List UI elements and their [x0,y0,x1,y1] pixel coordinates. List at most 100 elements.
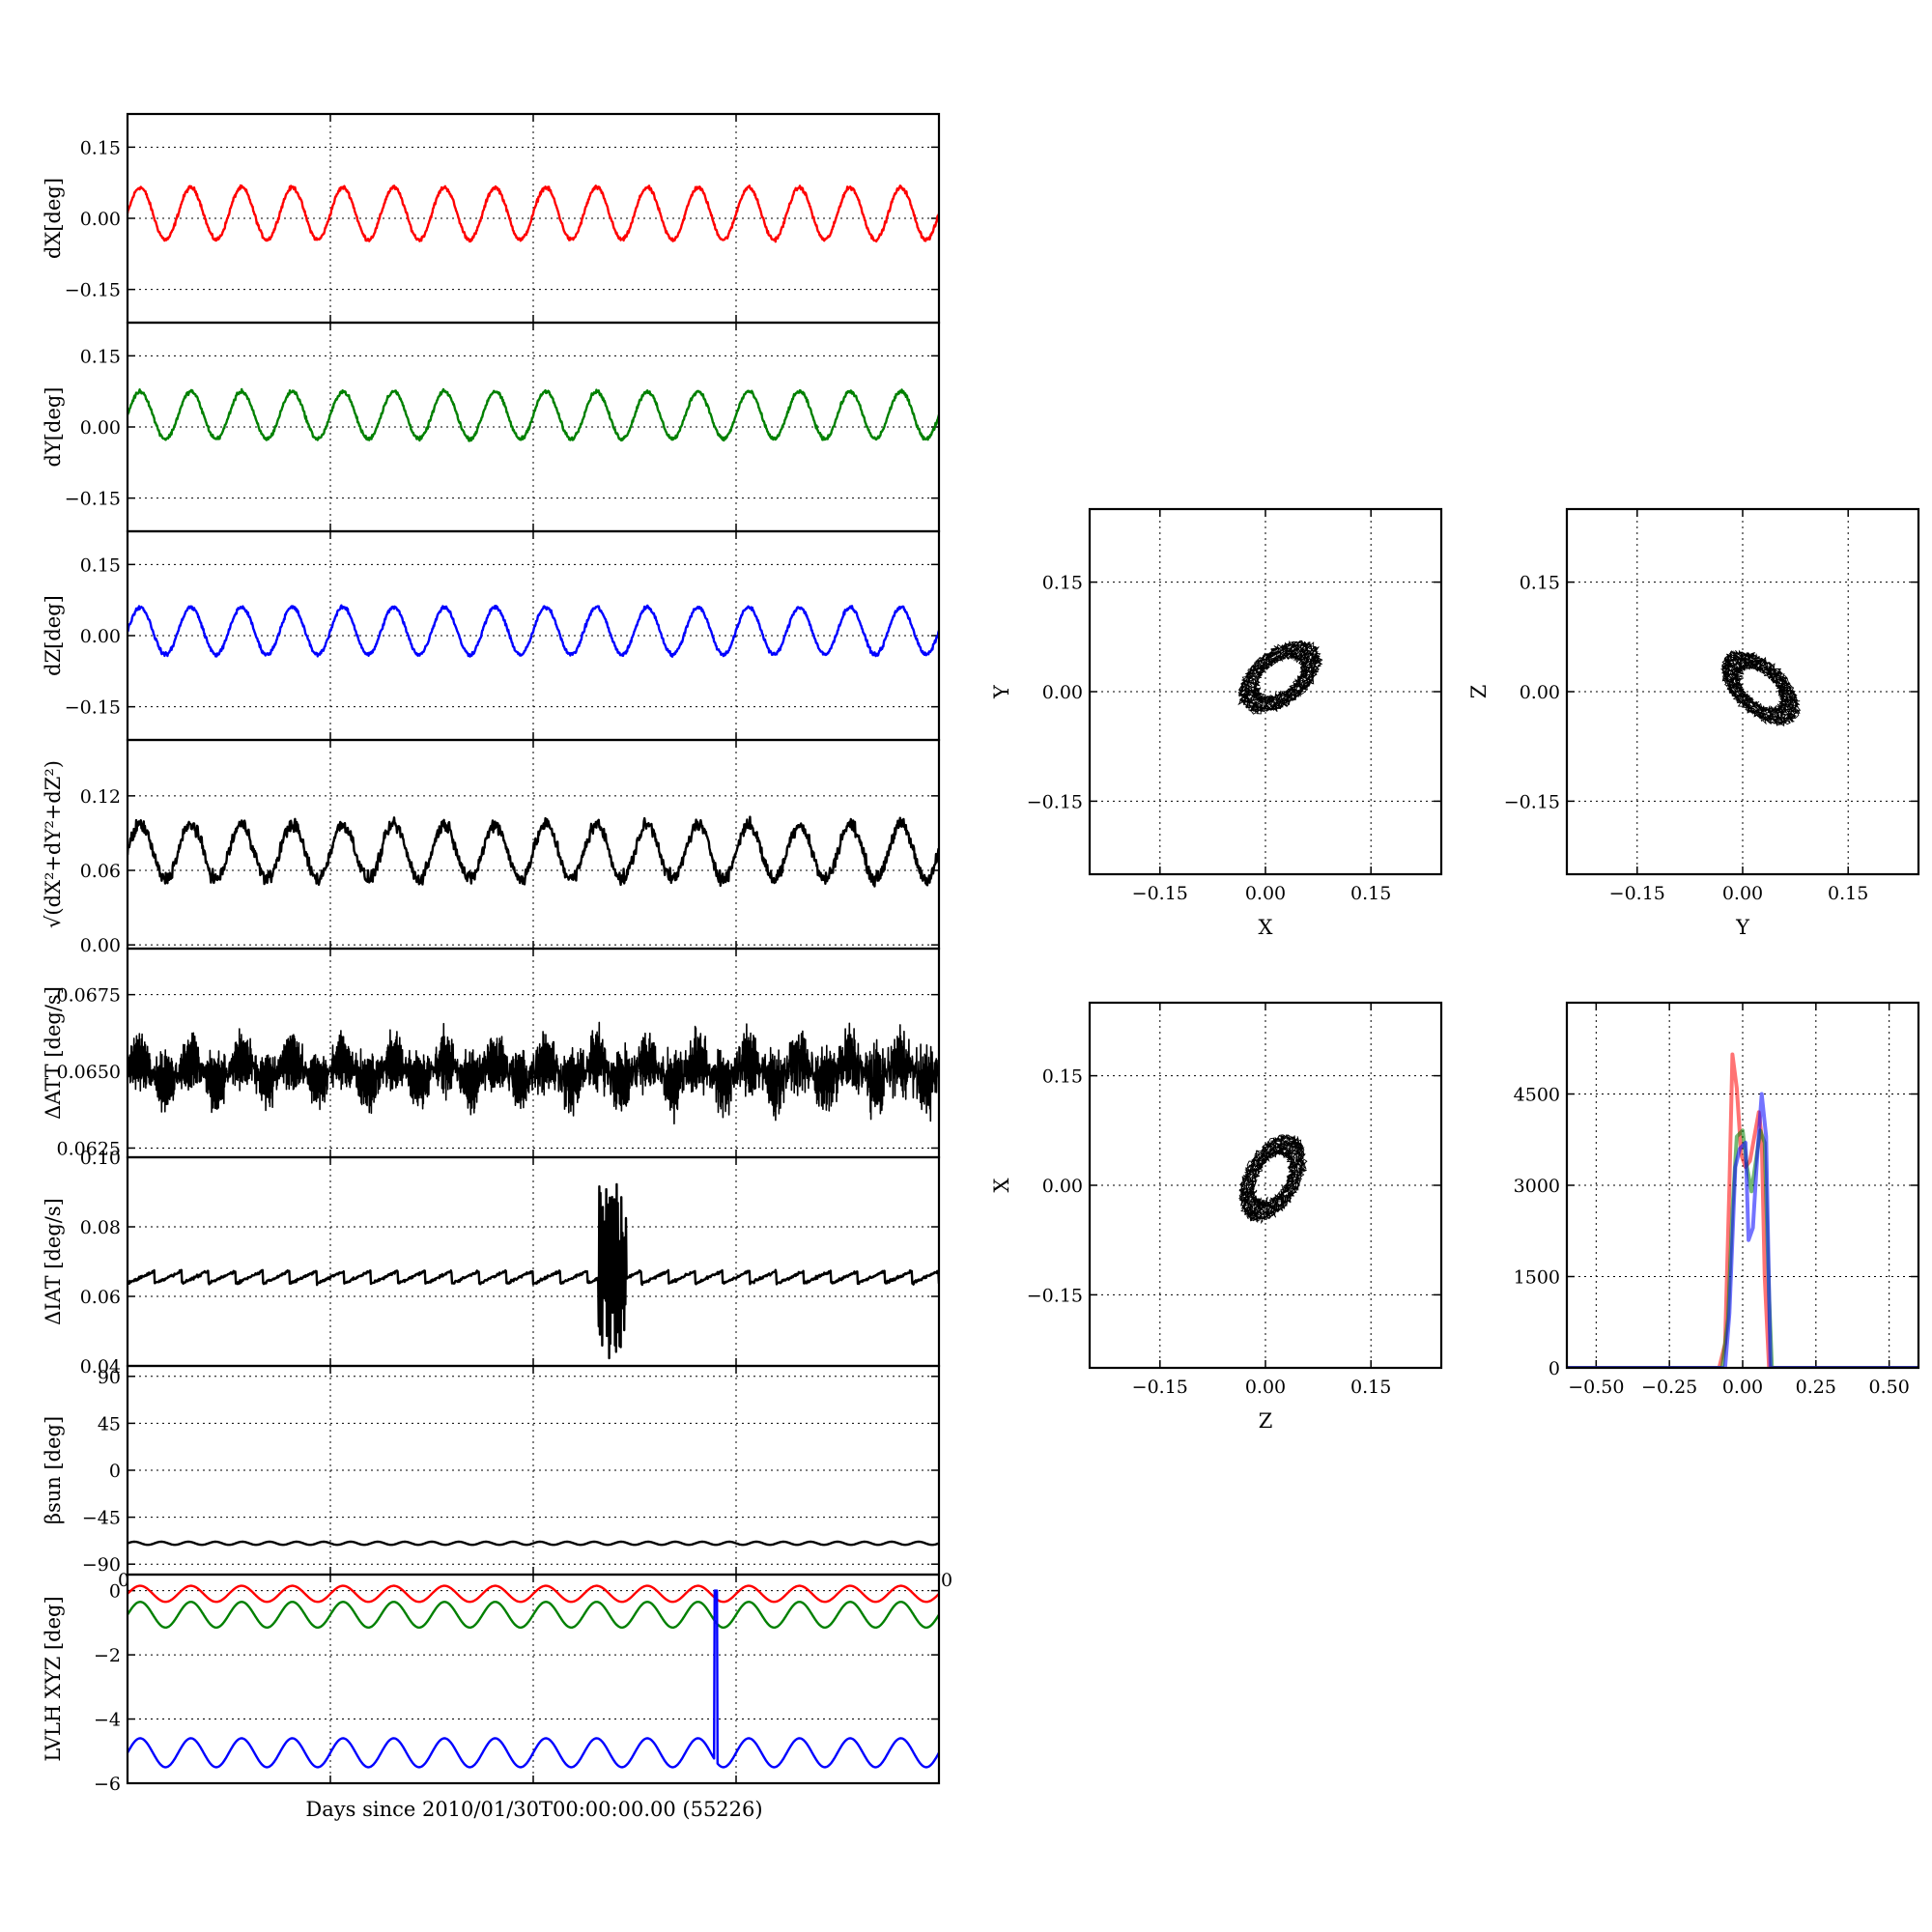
ylabel-diat: ΔIAT [deg/s] [42,1198,65,1325]
ytick-label-0: 4500 [1514,1085,1560,1106]
ytick-label-0: 0.15 [80,554,121,576]
xlabel-xy: X [1259,916,1273,939]
ytick-label-0: 90 [98,1367,121,1388]
data-datt [128,1021,939,1125]
ytick-label-0: 0.0675 [57,985,121,1007]
series-diat-0 [128,1182,939,1360]
trajectory-yz [1720,649,1802,727]
trajectory-xy [1237,639,1323,715]
ytick-label-1: 0.00 [80,209,121,230]
panels-layer: 0.150.00−0.15dX[deg]0.150.00−0.15dY[deg]… [42,112,1920,1795]
xtick-label-0: −0.15 [1132,883,1188,904]
xtick-label-1: 0.00 [1245,883,1286,904]
data-dz [128,604,939,658]
xtick-label-2: 0.15 [1350,1377,1391,1398]
frame-hist [1565,1001,1920,1370]
ytick-label-1: 3000 [1514,1176,1560,1197]
panel-zx: 0.15 0.00 −0.15 −0.15 0.00 0.15 X Z [990,1001,1443,1433]
ytick-label-1: 0.00 [80,626,121,647]
ytick-label-2: 0.0625 [57,1138,121,1159]
series-dx-0 [128,184,939,243]
ytick-label-1: 0.08 [80,1217,121,1238]
series-lvlh-0 [128,1584,939,1604]
ytick-label-1: −2 [94,1645,121,1666]
xtick-label-1: −0.25 [1641,1377,1697,1398]
frame-xy [1088,507,1443,876]
ytick-label-3: 0.04 [80,1356,121,1378]
xtick-label-0: −0.15 [1609,883,1665,904]
ylabel-datt: ΔATT [deg/s] [42,986,65,1120]
data-mag [128,815,939,888]
ytick-label-3: −6 [94,1774,121,1795]
ytick-label-0: 0.10 [80,1148,121,1169]
ytick-label-2: 0.00 [80,935,121,956]
xlabel-yz: Y [1735,916,1750,939]
xtick-label-0: −0.50 [1568,1377,1624,1398]
data-dy [128,387,939,442]
ytick-label-0: 0.15 [1042,1066,1083,1088]
ytick-label-1: 0.0650 [57,1062,121,1083]
panel-xy: 0.15 0.00 −0.15 −0.15 0.00 0.15 Y X [990,507,1443,939]
data-diat [128,1182,939,1360]
ylabel-yz: Z [1467,685,1491,699]
ytick-label-2: −0.15 [1504,791,1560,812]
ytick-label-0: 0 [109,1581,121,1603]
trajectory-zx [1238,1133,1308,1225]
ytick-label-3: 0 [1548,1358,1560,1379]
xtick-label-1: 0.00 [1722,883,1763,904]
ytick-label-1: 0.00 [80,417,121,439]
panel-datt: 0.0675 0.0650 0.0625 ΔATT [deg/s] [42,947,941,1159]
ylabel-dx: dX[deg] [42,178,65,259]
ylabel-dy: dY[deg] [42,386,65,467]
data-zx [1238,1133,1308,1225]
panel-hist: 4500 3000 1500 0 −0.50 −0.25 0.00 0.25 0.50 [1514,1001,1920,1398]
xtick-label-right: 0 [941,1570,952,1591]
ytick-label-2: −0.15 [1027,1285,1083,1306]
ytick-label-2: −0.15 [1027,791,1083,812]
panel-diat: 0.10 0.08 0.06 0.04 ΔIAT [deg/s] [42,1148,941,1378]
ytick-label-2: 0 [109,1461,121,1482]
xtick-label-2: 0.15 [1350,883,1391,904]
ytick-label-2: 1500 [1514,1267,1560,1289]
ytick-label-3: −45 [82,1508,121,1529]
series-dy-0 [128,387,939,442]
frame-yz [1565,507,1920,876]
data-beta [128,1540,939,1547]
panel-dy: 0.15 0.00 −0.15 dY[deg] [42,321,941,533]
ytick-label-4: −90 [82,1554,121,1576]
xtick-label-1: 0.00 [1245,1377,1286,1398]
data-hist [1567,1052,1918,1368]
panel-yz: 0.15 0.00 −0.15 −0.15 0.00 0.15 Z Y [1467,507,1920,939]
ytick-label-1: 45 [98,1413,121,1435]
ytick-label-0: 0.15 [1042,573,1083,594]
xtick-label-3: 0.25 [1796,1377,1836,1398]
series-mag-0 [128,815,939,888]
series-lvlh-1 [128,1601,939,1629]
frame-lvlh [126,1573,941,1785]
ytick-label-2: 0.06 [80,1287,121,1308]
ylabel-dz: dZ[deg] [42,595,65,676]
ytick-label-2: −0.15 [65,489,121,510]
figure-xlabel: Days since 2010/01/30T00:00:00.00 (55226… [305,1798,762,1821]
ylabel-beta: βsun [deg] [42,1416,65,1524]
ytick-label-2: −0.15 [65,280,121,301]
ytick-label-1: 0.00 [1042,682,1083,703]
data-yz [1720,649,1802,727]
data-lvlh [128,1584,939,1769]
series-hist-2 [1567,1092,1918,1368]
ytick-label-0: 0.15 [80,346,121,367]
ytick-label-2: −0.15 [65,697,121,719]
xlabel-zx: Z [1259,1409,1273,1433]
ylabel-lvlh: LVLH XYZ [deg] [42,1596,65,1761]
ytick-label-1: 0.00 [1042,1176,1083,1197]
frame-zx [1088,1001,1443,1370]
ytick-label-2: −4 [94,1710,121,1731]
xtick-label-0: −0.15 [1132,1377,1188,1398]
series-datt-0 [128,1021,939,1125]
xtick-label-4: 0.50 [1869,1377,1910,1398]
ytick-label-1: 0.00 [1520,682,1560,703]
ytick-label-0: 0.12 [80,786,121,808]
